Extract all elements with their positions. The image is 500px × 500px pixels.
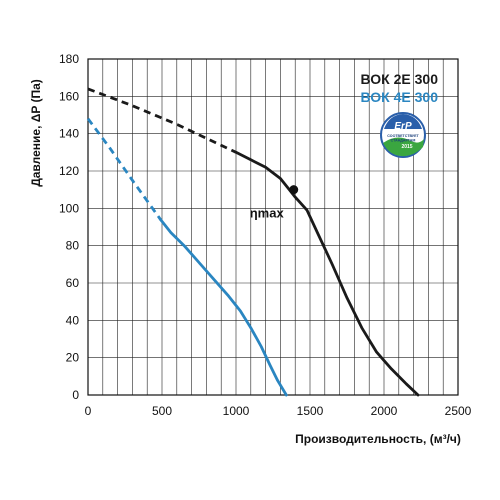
grid <box>88 59 458 395</box>
x-tick-label: 1500 <box>297 404 324 418</box>
x-axis-ticks: 0 500 1000 1500 2000 2500 <box>85 404 472 418</box>
legend: ВОК 2Е 300 ВОК 4Е 300 <box>361 71 439 105</box>
series-2-dashed-line <box>86 117 162 221</box>
badge-line2: СТАНДАРТАМ <box>391 139 416 143</box>
series-1-solid-line <box>234 150 420 397</box>
y-tick-label: 140 <box>59 127 79 141</box>
x-tick-label: 1000 <box>223 404 250 418</box>
y-tick-label: 100 <box>59 201 79 215</box>
y-tick-label: 120 <box>59 164 79 178</box>
badge-title: ErP <box>394 121 412 132</box>
badge-green-wave <box>383 137 424 157</box>
series-2-solid-line <box>159 218 288 397</box>
x-axis-title: Производительность, (м³/ч) <box>295 432 461 446</box>
badge-year: 2015 <box>401 144 412 150</box>
eta-max-marker <box>289 185 299 195</box>
x-tick-label: 2000 <box>371 404 398 418</box>
eta-max-label: ηmax <box>250 206 285 221</box>
legend-entry-1: ВОК 2Е 300 <box>361 71 439 87</box>
plot-frame <box>87 58 459 396</box>
x-tick-label: 0 <box>85 404 92 418</box>
x-tick-label: 2500 <box>445 404 472 418</box>
y-tick-label: 60 <box>66 276 80 290</box>
y-axis-title: Давление, ΔP (Па) <box>29 79 43 187</box>
annotations: ηmax <box>250 185 299 221</box>
series-lines <box>86 87 420 397</box>
legend-entry-2: ВОК 4Е 300 <box>361 89 439 105</box>
x-tick-label: 500 <box>152 404 172 418</box>
y-tick-label: 80 <box>66 239 80 253</box>
y-tick-label: 0 <box>72 388 79 402</box>
erp-badge: ErP СООТВЕТСТВУЕТ СТАНДАРТАМ 2015 <box>380 112 426 158</box>
plot-border <box>87 58 459 396</box>
y-tick-label: 20 <box>66 351 80 365</box>
badge-blue-top <box>384 114 422 129</box>
y-axis-ticks: 0 20 40 60 80 100 120 140 160 180 <box>59 52 79 402</box>
y-tick-label: 180 <box>59 52 79 66</box>
badge-line1: СООТВЕТСТВУЕТ <box>387 134 419 138</box>
y-tick-label: 40 <box>66 313 80 327</box>
y-tick-label: 160 <box>59 89 79 103</box>
